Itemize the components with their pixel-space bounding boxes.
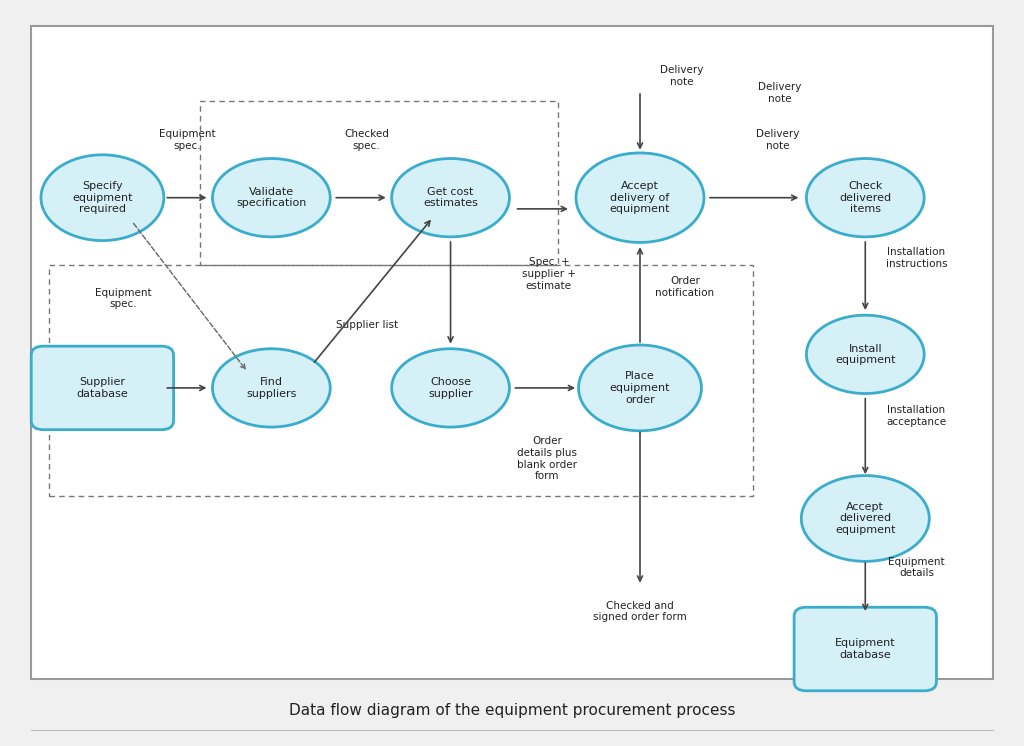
Ellipse shape xyxy=(41,155,164,240)
Text: Supplier list: Supplier list xyxy=(336,320,397,330)
Text: Installation
acceptance: Installation acceptance xyxy=(887,405,946,427)
FancyBboxPatch shape xyxy=(32,346,174,430)
Text: Accept
delivery of
equipment: Accept delivery of equipment xyxy=(609,181,671,214)
Text: Accept
delivered
equipment: Accept delivered equipment xyxy=(835,502,896,535)
FancyBboxPatch shape xyxy=(31,26,993,679)
Text: Equipment
database: Equipment database xyxy=(835,639,896,659)
Text: Spec. +
supplier +
estimate: Spec. + supplier + estimate xyxy=(522,257,575,291)
Text: Supplier
database: Supplier database xyxy=(77,377,128,398)
Ellipse shape xyxy=(213,349,330,427)
Text: Install
equipment: Install equipment xyxy=(835,344,896,365)
Ellipse shape xyxy=(575,153,705,242)
Ellipse shape xyxy=(391,159,510,237)
Text: Specify
equipment
required: Specify equipment required xyxy=(72,181,133,214)
Text: Checked and
signed order form: Checked and signed order form xyxy=(593,601,687,622)
Text: Order
details plus
blank order
form: Order details plus blank order form xyxy=(517,436,577,481)
Text: Check
delivered
items: Check delivered items xyxy=(840,181,891,214)
Text: Order
notification: Order notification xyxy=(655,277,715,298)
Text: Delivery
note: Delivery note xyxy=(660,66,703,87)
Text: Place
equipment
order: Place equipment order xyxy=(609,372,671,404)
Text: Choose
supplier: Choose supplier xyxy=(428,377,473,398)
Ellipse shape xyxy=(807,159,924,237)
FancyBboxPatch shape xyxy=(795,607,936,691)
Text: Delivery
note: Delivery note xyxy=(758,83,801,104)
Text: Checked
spec.: Checked spec. xyxy=(344,129,389,151)
Ellipse shape xyxy=(807,315,924,394)
Text: Installation
instructions: Installation instructions xyxy=(886,247,947,269)
Ellipse shape xyxy=(801,476,930,561)
Text: Validate
specification: Validate specification xyxy=(237,187,306,208)
Text: Equipment
details: Equipment details xyxy=(888,557,945,578)
Text: Equipment
spec.: Equipment spec. xyxy=(95,288,152,309)
Text: Find
suppliers: Find suppliers xyxy=(246,377,297,398)
Text: Equipment
spec.: Equipment spec. xyxy=(159,129,216,151)
Text: Delivery
note: Delivery note xyxy=(756,129,799,151)
Ellipse shape xyxy=(213,159,330,237)
Text: Data flow diagram of the equipment procurement process: Data flow diagram of the equipment procu… xyxy=(289,703,735,718)
Ellipse shape xyxy=(391,349,510,427)
Ellipse shape xyxy=(579,345,701,431)
Text: Get cost
estimates: Get cost estimates xyxy=(423,187,478,208)
